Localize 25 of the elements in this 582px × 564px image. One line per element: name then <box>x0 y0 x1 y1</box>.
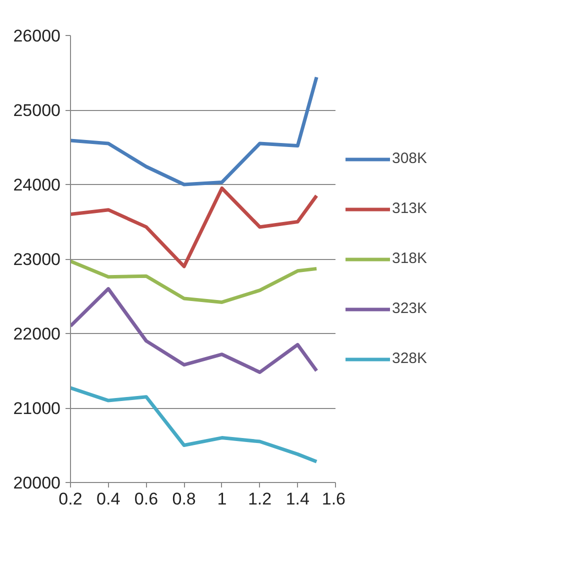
y-tick-label: 26000 <box>13 26 61 46</box>
line-series <box>70 287 318 374</box>
legend-label: 323K <box>392 300 428 317</box>
x-tick-label: 0.4 <box>96 490 120 508</box>
y-tick-label: 22000 <box>13 324 61 344</box>
legend-label: 318K <box>392 250 428 267</box>
line-series <box>70 186 318 268</box>
legend-label: 328K <box>392 350 428 367</box>
x-tick-label: 0.2 <box>58 490 82 508</box>
x-tick-label: 1.2 <box>248 490 272 508</box>
y-tick-label: 20000 <box>13 474 61 492</box>
x-tick-label: 0.6 <box>134 490 158 508</box>
legend-label: 308K <box>392 150 428 167</box>
y-tick-label: 21000 <box>13 399 61 418</box>
line-series <box>70 75 318 186</box>
x-tick-label: 1.6 <box>322 490 346 508</box>
x-tick-label: 1 <box>217 490 227 508</box>
line-series <box>70 259 318 304</box>
legend-label: 313K <box>392 200 428 217</box>
x-tick-label: 0.8 <box>172 490 196 508</box>
y-tick-label: 24000 <box>13 176 61 194</box>
y-tick-label: 25000 <box>13 101 61 120</box>
line-series <box>70 386 318 464</box>
x-tick-label: 1.4 <box>286 490 310 508</box>
y-tick-label: 23000 <box>13 250 61 269</box>
